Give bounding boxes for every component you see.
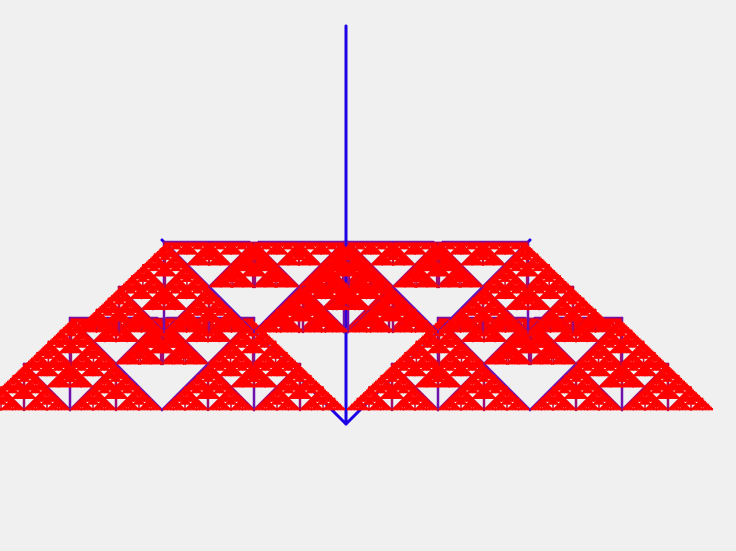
fractal-canvas (0, 0, 736, 551)
